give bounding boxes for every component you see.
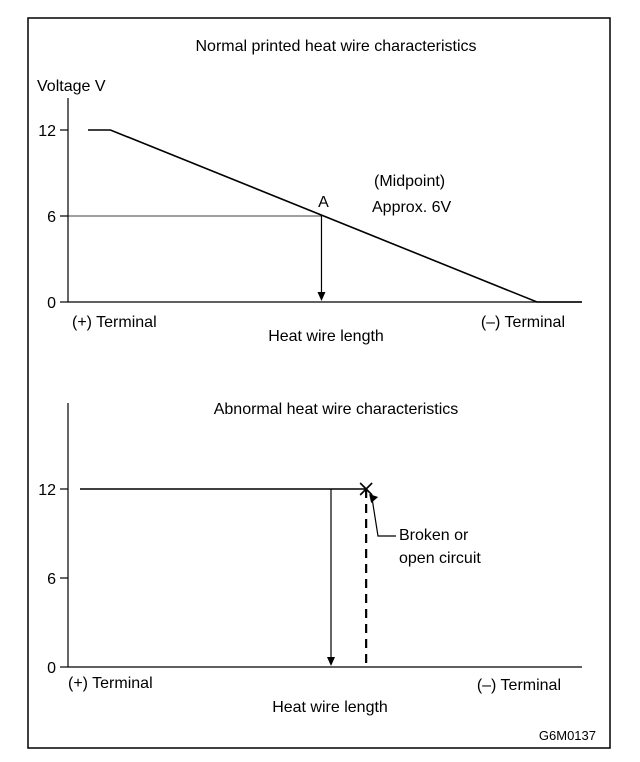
normal-x-axis-label: Heat wire length: [268, 328, 384, 345]
abnormal-minus-terminal-label: (–) Terminal: [477, 677, 561, 694]
abnormal-measure-arrowhead: [327, 657, 335, 666]
normal-chart-title: Normal printed heat wire characteristics: [196, 38, 477, 55]
break-leader-line: [371, 498, 396, 537]
normal-y-tick-label-12: 12: [38, 123, 56, 140]
break-note-line1: Broken or: [399, 527, 469, 544]
normal-y-tick-label-6: 6: [47, 209, 56, 226]
abnormal-chart-title: Abnormal heat wire characteristics: [214, 401, 459, 418]
abnormal-y-tick-label-6: 6: [47, 571, 56, 588]
figure-frame: [27, 17, 611, 749]
abnormal-y-tick-label-12: 12: [38, 482, 56, 499]
break-note-line2: open circuit: [399, 550, 481, 567]
normal-y-axis-label: Voltage V: [37, 78, 106, 95]
normal-voltage-line: [88, 129, 582, 303]
midpoint-point-label: A: [318, 194, 329, 211]
abnormal-plus-terminal-label: (+) Terminal: [68, 675, 153, 692]
abnormal-y-tick-label-0: 0: [47, 660, 56, 677]
midpoint-note-line2: Approx. 6V: [372, 199, 451, 216]
break-leader-arrowhead: [369, 494, 379, 503]
abnormal-x-axis-label: Heat wire length: [272, 699, 388, 716]
normal-y-tick-label-0: 0: [47, 295, 56, 312]
midpoint-note-line1: (Midpoint): [374, 173, 445, 190]
break-cross-mark-b: [359, 482, 373, 496]
normal-midpoint-arrowhead: [317, 292, 326, 301]
normal-chart: Normal printed heat wire characteristics…: [37, 38, 582, 345]
normal-plus-terminal-label: (+) Terminal: [72, 314, 157, 331]
figure-code: G6M0137: [539, 728, 596, 743]
normal-minus-terminal-label: (–) Terminal: [481, 314, 565, 331]
abnormal-chart: Abnormal heat wire characteristics 0 6 1…: [38, 401, 582, 716]
